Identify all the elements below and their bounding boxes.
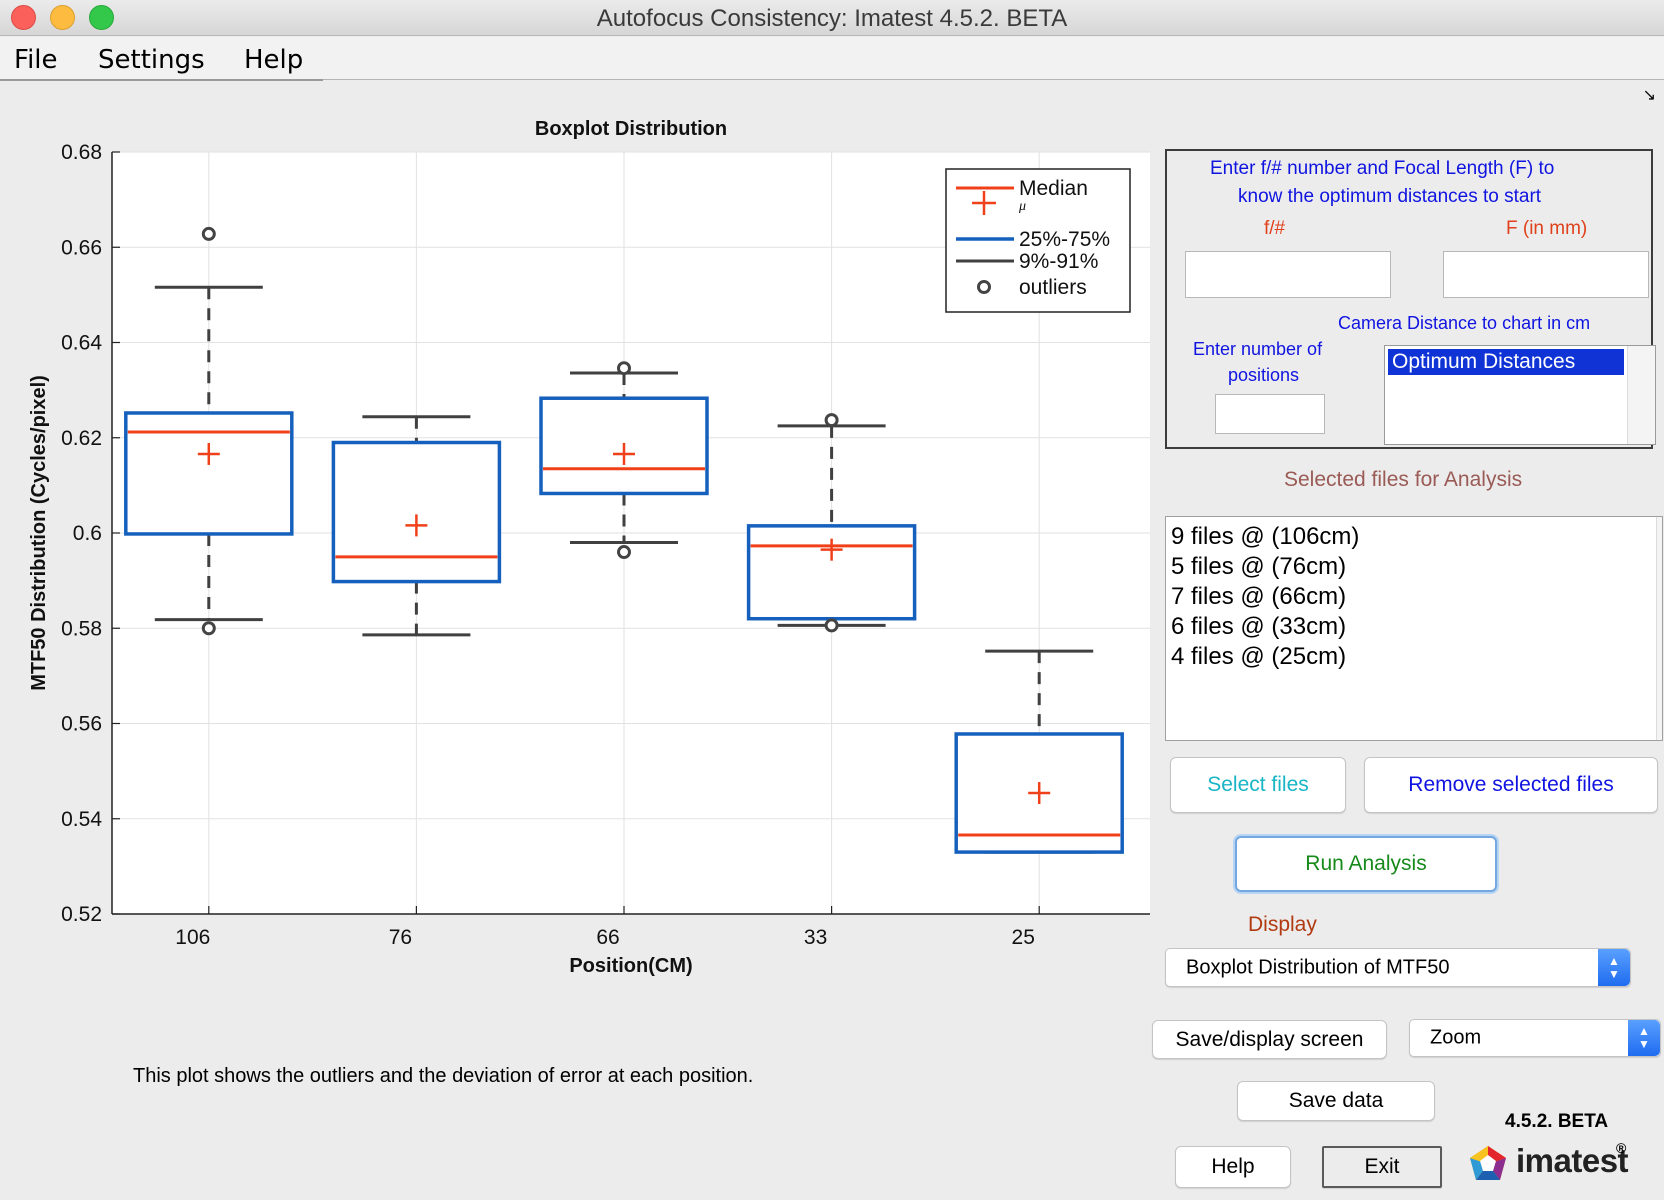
positions-label-line-2: positions xyxy=(1228,365,1300,385)
y-tick-label: 0.58 xyxy=(61,617,102,640)
exit-button[interactable]: Exit xyxy=(1322,1146,1442,1188)
remove-selected-files-button[interactable]: Remove selected files xyxy=(1364,757,1658,813)
zoom-select[interactable]: Zoom ▲ ▼ xyxy=(1409,1019,1661,1057)
list-scrollbar[interactable] xyxy=(1627,346,1655,444)
x-tick-label: 106 xyxy=(175,926,210,949)
fnum-input[interactable] xyxy=(1185,251,1391,298)
help-button[interactable]: Help xyxy=(1175,1146,1291,1188)
chevron-updown-icon: ▲ ▼ xyxy=(1628,1020,1660,1056)
version-label: 4.5.2. BETA xyxy=(1505,1111,1609,1132)
instructions-line-1: Enter f/# number and Focal Length (F) to xyxy=(1210,158,1555,179)
display-select[interactable]: Boxplot Distribution of MTF50 ▲ ▼ xyxy=(1165,948,1631,987)
display-label: Display xyxy=(1248,913,1317,936)
legend-label: 9%-91% xyxy=(1019,250,1098,273)
x-tick-label: 66 xyxy=(596,926,619,949)
file-list-item[interactable]: 9 files @ (106cm) xyxy=(1171,523,1360,550)
imatest-logo-icon xyxy=(1470,1146,1506,1180)
x-tick-label: 25 xyxy=(1012,926,1035,949)
y-tick-label: 0.64 xyxy=(61,332,102,355)
file-list-item[interactable]: 7 files @ (66cm) xyxy=(1171,583,1347,610)
optimum-distances-item[interactable]: Optimum Distances xyxy=(1388,349,1624,375)
y-tick-label: 0.54 xyxy=(61,808,102,831)
menu-help[interactable]: Help xyxy=(244,45,304,75)
outlier-point xyxy=(201,226,216,241)
fnum-label: f/# xyxy=(1264,218,1286,239)
files-scrollbar[interactable] xyxy=(1656,517,1662,740)
y-tick-label: 0.62 xyxy=(61,427,102,450)
focal-length-input[interactable] xyxy=(1443,251,1649,298)
save-display-screen-button[interactable]: Save/display screen xyxy=(1152,1020,1387,1059)
outlier-point xyxy=(617,545,631,560)
y-tick-label: 0.52 xyxy=(61,903,102,926)
outlier-point xyxy=(617,361,631,376)
minimize-window-button[interactable] xyxy=(50,5,75,30)
camera-distance-label: Camera Distance to chart in cm xyxy=(1338,313,1591,333)
outlier-point xyxy=(824,618,839,633)
selected-files-header: Selected files for Analysis xyxy=(1284,468,1523,491)
legend-outlier-swatch xyxy=(977,280,991,294)
iqr-box xyxy=(539,396,709,496)
title-bar: Autofocus Consistency: Imatest 4.5.2. BE… xyxy=(0,0,1664,36)
file-list-item[interactable]: 5 files @ (76cm) xyxy=(1171,553,1347,580)
chart-title: Boxplot Distribution xyxy=(535,118,727,140)
y-tick-label: 0.66 xyxy=(61,236,102,259)
file-list-item[interactable]: 6 files @ (33cm) xyxy=(1171,613,1347,640)
y-tick-label: 0.68 xyxy=(61,141,102,164)
y-tick-label: 0.56 xyxy=(61,713,102,736)
menu-underline xyxy=(0,79,323,81)
y-tick-label: 0.6 xyxy=(73,522,102,545)
run-analysis-button[interactable]: Run Analysis xyxy=(1235,836,1497,892)
plot-caption: This plot shows the outliers and the dev… xyxy=(133,1065,754,1087)
x-tick-label: 33 xyxy=(804,926,827,949)
display-select-value: Boxplot Distribution of MTF50 xyxy=(1186,956,1450,978)
positions-label-line-1: Enter number of xyxy=(1193,339,1323,359)
menu-bar: File Settings Help ↘ xyxy=(0,37,1664,104)
imatest-logo: imatest ® xyxy=(1468,1140,1648,1190)
zoom-select-value: Zoom xyxy=(1430,1026,1482,1049)
registered-mark: ® xyxy=(1616,1140,1627,1156)
boxplot-chart: 0.52 0.54 0.56 0.58 0.6 0.62 0.64 0.66 0.68 106 76… xyxy=(28,118,1150,977)
window-title: Autofocus Consistency: Imatest 4.5.2. BE… xyxy=(596,5,1068,32)
imatest-logo-text: imatest xyxy=(1516,1142,1629,1179)
close-window-button[interactable] xyxy=(11,5,36,30)
legend-label: outliers xyxy=(1019,276,1087,299)
instructions-line-2: know the optimum distances to start xyxy=(1238,186,1542,207)
legend-label: μ xyxy=(1018,199,1026,214)
menu-file[interactable]: File xyxy=(14,45,58,75)
focal-length-label: F (in mm) xyxy=(1506,218,1588,239)
y-axis-label: MTF50 Distribution (Cycles/pixel) xyxy=(28,375,50,691)
file-list-item[interactable]: 4 files @ (25cm) xyxy=(1171,643,1347,670)
outlier-point xyxy=(824,413,839,428)
x-axis-label: Position(CM) xyxy=(569,955,692,977)
zoom-window-button[interactable] xyxy=(89,5,114,30)
select-files-button[interactable]: Select files xyxy=(1170,757,1346,813)
outlier-point xyxy=(201,621,216,636)
chevron-updown-icon: ▲ ▼ xyxy=(1598,949,1630,986)
iqr-box xyxy=(331,440,502,584)
positions-input[interactable] xyxy=(1215,394,1325,434)
resize-corner-icon[interactable]: ↘ xyxy=(1642,87,1656,104)
legend-label: 25%-75% xyxy=(1019,228,1110,251)
menu-divider xyxy=(323,79,1664,80)
menu-settings[interactable]: Settings xyxy=(98,45,205,75)
save-data-button[interactable]: Save data xyxy=(1237,1081,1435,1121)
x-tick-label: 76 xyxy=(389,926,412,949)
optimum-distances-list[interactable]: Optimum Distances xyxy=(1384,345,1656,445)
selected-files-list[interactable]: 9 files @ (106cm) 5 files @ (76cm) 7 fil… xyxy=(1165,516,1663,741)
legend-label: Median xyxy=(1019,177,1088,200)
